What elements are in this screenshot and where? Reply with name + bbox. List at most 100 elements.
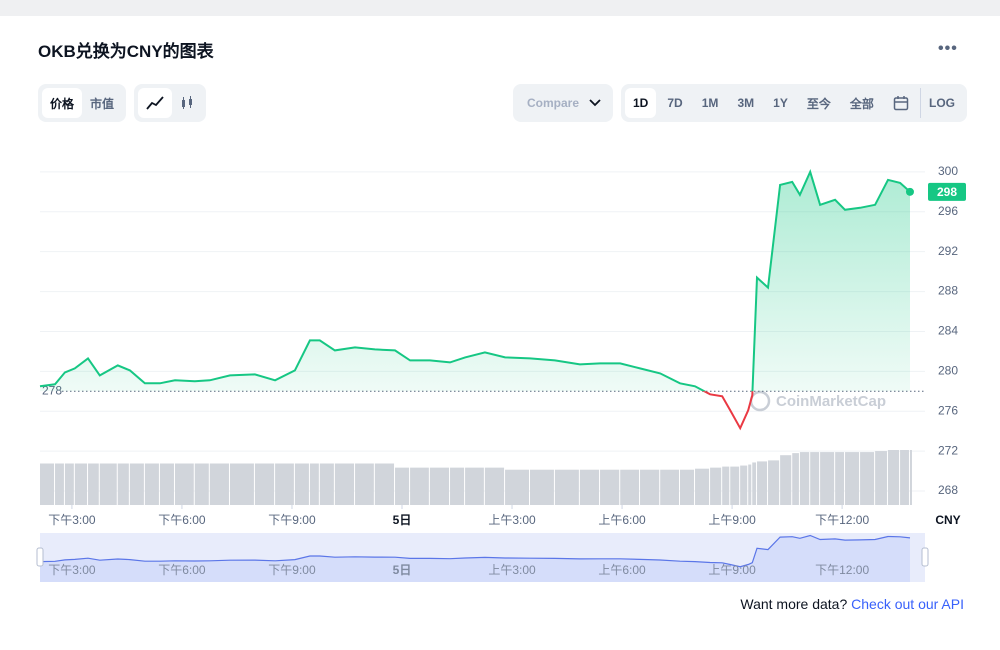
volume-bar [757,461,768,505]
compare-dropdown[interactable]: Compare [513,84,613,122]
top-band [0,0,1000,16]
volume-bar [129,463,144,505]
tab[interactable]: 价格 [42,88,83,118]
volume-bar [74,463,88,505]
more-menu[interactable]: ••• [938,40,958,57]
volume-bar [792,453,799,505]
navigator-tick-label: 上午9:00 [708,563,756,577]
volume-bar [695,468,710,505]
volume-bar [229,463,254,505]
volume-bar [740,465,748,505]
volume-bar [820,452,835,505]
navigator-tick-label: 下午6:00 [158,563,206,577]
volume-bar [334,463,355,505]
volume-bar [660,469,680,505]
x-tick-label: 上午3:00 [488,513,536,527]
volume-bar [887,450,900,505]
navigator-handle[interactable] [36,547,44,567]
range-tabs: 1D 7D 1M 3M 1Y 至今 全部 LOG [621,84,967,122]
volume-bar [799,452,810,505]
chart-style-tabs [134,84,206,122]
calendar-icon [893,96,909,111]
range-button[interactable]: 1D [625,88,657,118]
y-tick-label: 276 [938,403,958,417]
x-tick-label: 5日 [393,513,412,527]
last-price-tag [928,182,966,201]
volume-bar [40,463,55,505]
volume-bar [374,463,395,505]
volume-bar [875,451,887,505]
y-tick-label: 292 [938,244,958,258]
range-button[interactable]: 1M [701,96,719,110]
range-button[interactable]: 至今 [806,96,831,111]
volume-bar [174,463,194,505]
calendar-button[interactable] [885,88,917,118]
volume-bar [579,469,600,505]
range-button[interactable]: 1Y [773,96,788,110]
price-line [39,169,911,392]
metric-tabs: 价格 市值 [38,84,127,122]
volume-bar [309,463,319,505]
volume-bar [484,467,505,505]
volume-bar [395,467,410,505]
volume-bar [600,469,620,505]
price-area [40,171,910,392]
footer-prompt: Want more data? [740,596,848,612]
volume-bar [752,462,757,505]
volume-bar [505,469,529,505]
range-button[interactable]: 7D [667,96,683,110]
volume-bar [780,455,792,505]
x-tick-label: 上午9:00 [708,513,756,527]
volume-bar [55,463,64,505]
volume-bar [900,450,909,505]
x-tick-label: 上午6:00 [598,513,646,527]
chart: 268 272 276 280 284 288 292 296 300 CoinMarketCap… [36,164,966,582]
volume-bar [465,467,484,505]
volume-bar [429,467,450,505]
line-icon [146,96,164,110]
volume-bar [554,469,579,505]
last-point [905,187,914,196]
volume-bar [909,450,912,505]
tab[interactable]: 市值 [90,96,115,111]
navigator-tick-label: 5日 [393,563,412,577]
last-price-label: 298 [937,185,957,199]
volume-bar [159,463,174,505]
line-style-button[interactable] [138,88,172,118]
volume-bar [529,469,554,505]
volume-bar [355,463,374,505]
volume-bar [730,466,740,505]
volume-bar [275,463,294,505]
api-link[interactable]: Check out our API [851,596,964,612]
volume-bar [835,452,845,505]
candle-style-button[interactable] [172,88,202,118]
navigator-line [39,534,911,568]
x-tick-label: 下午3:00 [48,513,96,527]
navigator-tick-label: 下午12:00 [815,563,869,577]
volume-bar [710,467,722,505]
log-button[interactable]: LOG [920,88,963,118]
y-tick-label: 284 [938,324,958,338]
volume-bar [254,463,275,505]
candle-icon [182,96,192,109]
volume-bar [64,463,74,505]
volume-bar [620,469,640,505]
volume-bar [845,452,860,505]
volume-bar [294,463,309,505]
y-tick-label: 296 [938,204,958,218]
watermark-logo [749,390,771,412]
y-tick-label: 272 [938,443,958,457]
navigator-tick-label: 下午9:00 [268,563,316,577]
navigator-tick-label: 上午3:00 [488,563,536,577]
watermark: CoinMarketCap [776,393,886,410]
volume-bar [722,466,730,505]
range-button[interactable]: 全部 [849,96,874,111]
compare-label: Compare [527,96,580,110]
range-button[interactable]: 3M [737,96,755,110]
x-tick-label: 下午6:00 [158,513,206,527]
volume-bar [410,467,429,505]
chevron-icon [589,99,601,107]
volume-bar [319,463,334,505]
y-tick-label: 280 [938,364,958,378]
navigator-handle[interactable] [921,547,929,567]
